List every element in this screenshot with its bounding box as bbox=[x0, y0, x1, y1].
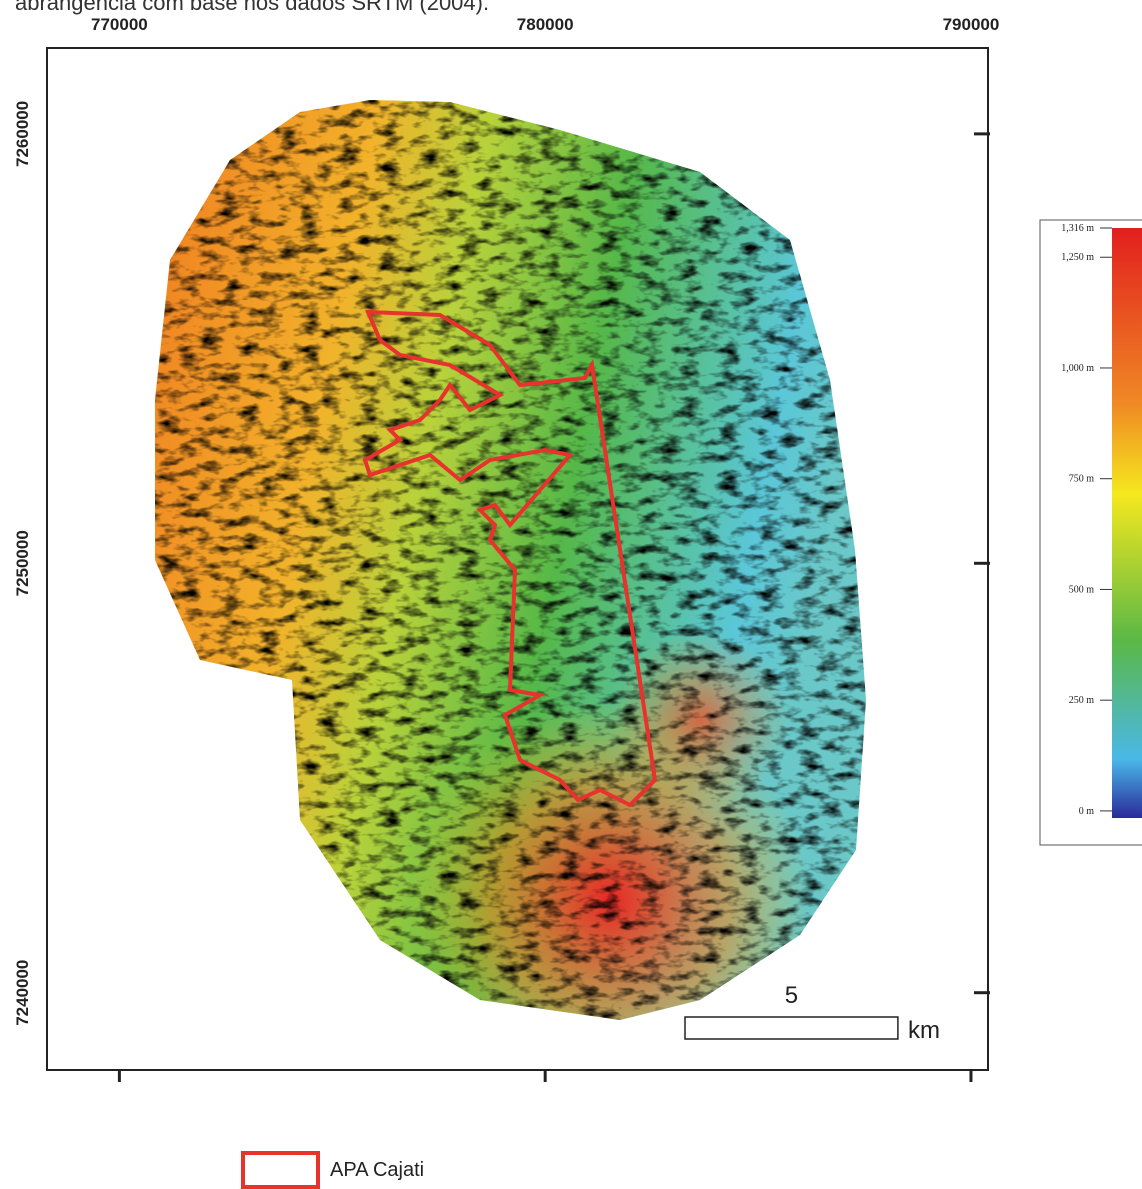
y-tick-label: 7250000 bbox=[13, 530, 32, 596]
legend-label: 1,250 m bbox=[1061, 252, 1094, 263]
y-tick-label: 7240000 bbox=[13, 960, 32, 1026]
scale-unit: km bbox=[908, 1017, 940, 1044]
legend-label: 250 m bbox=[1069, 695, 1095, 706]
key-label: APA Cajati bbox=[330, 1159, 424, 1181]
color-bar bbox=[1112, 228, 1142, 818]
legend-label: 750 m bbox=[1069, 474, 1095, 485]
legend-label: 1,316 m bbox=[1061, 223, 1094, 234]
legend-label: 1,000 m bbox=[1061, 363, 1094, 374]
legend-label: 500 m bbox=[1069, 584, 1095, 595]
page: abrangência com base nos dados SRTM (200… bbox=[0, 0, 1142, 1189]
x-tick-label: 780000 bbox=[517, 15, 574, 34]
y-tick-label: 7260000 bbox=[13, 101, 32, 167]
scale-value: 5 bbox=[785, 982, 798, 1009]
map-figure: abrangência com base nos dados SRTM (200… bbox=[0, 0, 1142, 1189]
key-swatch bbox=[243, 1153, 318, 1187]
x-tick-label: 770000 bbox=[91, 15, 148, 34]
legend-label: 0 m bbox=[1079, 806, 1095, 817]
caption: abrangência com base nos dados SRTM (200… bbox=[15, 0, 489, 15]
x-tick-label: 790000 bbox=[943, 15, 1000, 34]
scale-bar bbox=[685, 1017, 898, 1039]
